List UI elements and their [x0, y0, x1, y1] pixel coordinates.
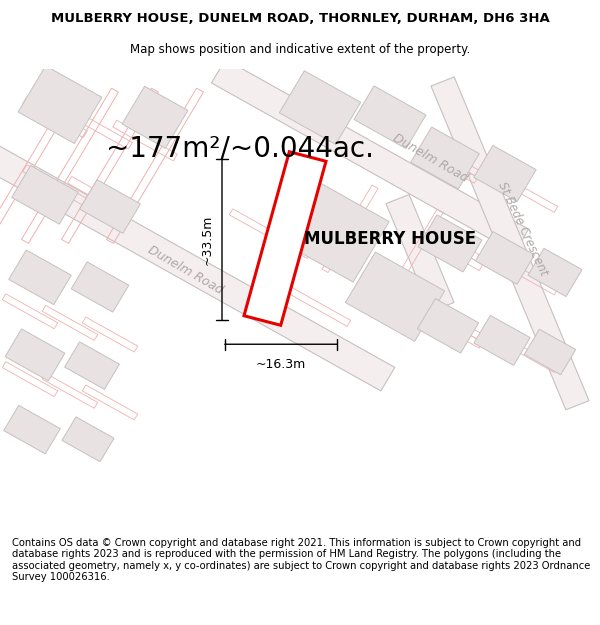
- Text: St Bede Crescent: St Bede Crescent: [496, 180, 550, 278]
- Polygon shape: [280, 71, 361, 144]
- Polygon shape: [271, 176, 389, 282]
- Polygon shape: [9, 250, 71, 304]
- Polygon shape: [410, 127, 479, 189]
- Text: MULBERRY HOUSE: MULBERRY HOUSE: [304, 229, 476, 248]
- Polygon shape: [62, 417, 114, 462]
- Polygon shape: [346, 252, 445, 341]
- Polygon shape: [418, 299, 479, 353]
- Polygon shape: [386, 194, 454, 312]
- Polygon shape: [528, 248, 582, 297]
- Polygon shape: [354, 86, 426, 149]
- Text: ~16.3m: ~16.3m: [256, 358, 306, 371]
- Polygon shape: [5, 329, 65, 381]
- Text: Map shows position and indicative extent of the property.: Map shows position and indicative extent…: [130, 44, 470, 56]
- Polygon shape: [0, 134, 395, 391]
- Polygon shape: [122, 86, 188, 148]
- Polygon shape: [4, 406, 60, 454]
- Polygon shape: [524, 329, 575, 375]
- Polygon shape: [244, 152, 326, 325]
- Polygon shape: [80, 179, 140, 233]
- Text: Dunelm Road: Dunelm Road: [390, 131, 470, 185]
- Polygon shape: [474, 316, 530, 366]
- Polygon shape: [211, 59, 529, 253]
- Text: Dunelm Road: Dunelm Road: [145, 244, 225, 298]
- Text: ~33.5m: ~33.5m: [201, 214, 214, 264]
- Polygon shape: [18, 66, 102, 144]
- Text: Contains OS data © Crown copyright and database right 2021. This information is : Contains OS data © Crown copyright and d…: [12, 538, 590, 582]
- Polygon shape: [475, 232, 535, 284]
- Polygon shape: [474, 146, 536, 202]
- Polygon shape: [65, 342, 119, 389]
- Polygon shape: [11, 166, 79, 224]
- Text: MULBERRY HOUSE, DUNELM ROAD, THORNLEY, DURHAM, DH6 3HA: MULBERRY HOUSE, DUNELM ROAD, THORNLEY, D…: [50, 12, 550, 25]
- Polygon shape: [431, 77, 589, 410]
- Polygon shape: [71, 262, 129, 312]
- Polygon shape: [418, 215, 482, 272]
- Text: ~177m²/~0.044ac.: ~177m²/~0.044ac.: [106, 134, 374, 162]
